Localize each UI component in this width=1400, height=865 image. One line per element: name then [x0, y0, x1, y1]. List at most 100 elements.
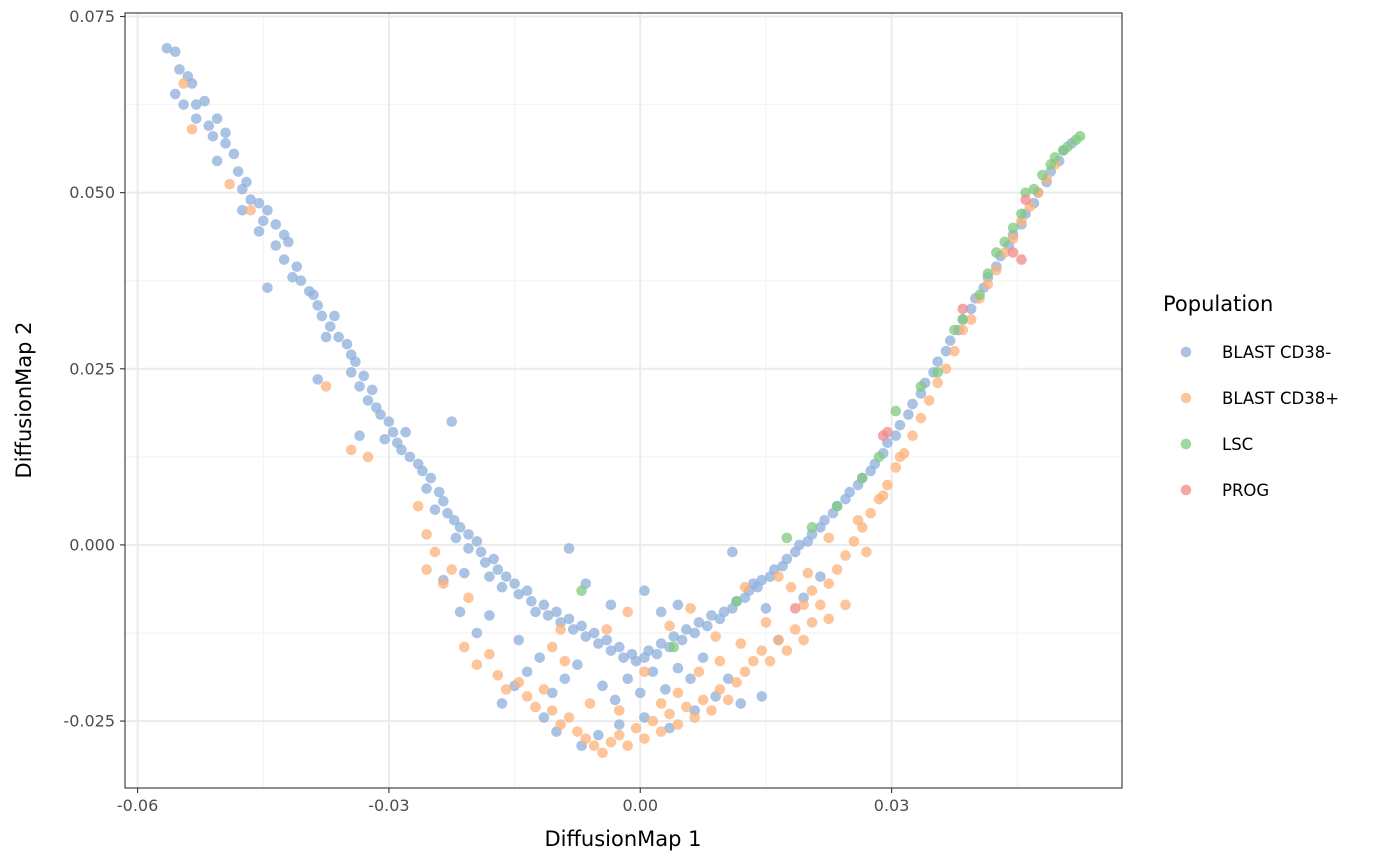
data-point	[500, 684, 512, 695]
data-point	[714, 655, 726, 667]
data-point	[789, 624, 801, 635]
data-point	[425, 472, 437, 484]
data-point	[894, 451, 906, 463]
data-point	[442, 507, 453, 519]
data-point	[781, 532, 793, 544]
data-point	[630, 655, 642, 667]
data-point	[764, 655, 776, 667]
data-point	[991, 247, 1002, 258]
data-point	[840, 550, 851, 561]
data-point	[731, 677, 742, 688]
data-point	[245, 204, 256, 216]
data-point	[965, 303, 977, 315]
data-point	[689, 627, 701, 639]
data-point	[865, 507, 876, 519]
legend-label: BLAST CD38-	[1222, 343, 1331, 362]
data-point	[551, 606, 562, 618]
data-points	[161, 42, 1086, 759]
data-point	[563, 712, 575, 723]
data-point	[479, 557, 491, 568]
y-tick-label: 0.000	[69, 535, 115, 554]
data-point	[236, 183, 248, 195]
data-point	[949, 345, 960, 357]
data-point	[546, 687, 558, 699]
data-point	[1074, 130, 1086, 142]
data-point	[186, 123, 198, 135]
data-point	[773, 634, 784, 646]
data-point	[672, 719, 684, 730]
data-point	[798, 599, 809, 611]
data-point	[798, 634, 809, 646]
data-point	[438, 578, 449, 589]
data-point	[291, 261, 303, 272]
data-point	[932, 367, 943, 378]
data-point	[454, 522, 466, 533]
data-point	[509, 578, 520, 589]
data-point	[429, 546, 441, 558]
data-point	[190, 113, 202, 124]
data-point	[907, 430, 918, 442]
data-point	[815, 571, 826, 582]
data-point	[354, 430, 365, 442]
legend-title: Population	[1163, 292, 1273, 316]
y-tick-label: -0.025	[63, 712, 115, 731]
data-point	[295, 275, 307, 287]
data-point	[224, 178, 236, 190]
data-point	[890, 430, 902, 442]
x-tick-label: 0.03	[874, 796, 910, 815]
data-point	[283, 236, 294, 248]
data-point	[974, 289, 985, 301]
data-point	[584, 698, 596, 709]
data-point	[630, 722, 642, 734]
data-point	[1062, 141, 1073, 153]
data-point	[1028, 183, 1040, 195]
data-point	[320, 331, 332, 343]
data-point	[622, 740, 633, 752]
data-point	[546, 641, 558, 653]
data-point	[697, 652, 709, 663]
panel-border	[124, 12, 1123, 789]
data-point	[396, 444, 407, 456]
data-point	[513, 634, 525, 646]
data-point	[693, 666, 705, 678]
data-point	[593, 729, 604, 741]
data-point	[492, 564, 504, 575]
data-point	[655, 606, 667, 618]
data-point	[199, 95, 210, 107]
data-point	[614, 705, 625, 716]
data-point	[350, 356, 361, 368]
data-point	[735, 698, 747, 709]
data-point	[542, 610, 554, 621]
data-point	[844, 486, 856, 498]
data-point	[647, 715, 659, 727]
data-point	[312, 374, 323, 385]
data-point	[421, 529, 432, 540]
data-point	[412, 500, 424, 512]
data-point	[559, 673, 571, 685]
data-point	[999, 247, 1011, 258]
data-point	[312, 300, 323, 311]
data-point	[530, 701, 541, 713]
x-axis-title: DiffusionMap 1	[544, 827, 701, 851]
data-point	[681, 624, 692, 635]
grid-minor	[125, 13, 1122, 788]
data-point	[999, 236, 1011, 248]
data-point	[1016, 254, 1027, 265]
data-point	[178, 78, 189, 89]
data-point	[174, 64, 185, 75]
data-point	[459, 641, 470, 653]
data-point	[668, 641, 680, 653]
data-point	[672, 599, 684, 611]
data-point	[605, 645, 617, 656]
data-point	[722, 694, 734, 706]
data-point	[1037, 169, 1048, 181]
data-point	[789, 603, 801, 614]
data-point	[475, 546, 487, 558]
data-point	[580, 733, 592, 744]
data-point	[706, 705, 717, 716]
data-point	[530, 606, 541, 618]
data-point	[735, 638, 747, 649]
data-point	[706, 610, 717, 621]
data-point	[555, 719, 566, 730]
